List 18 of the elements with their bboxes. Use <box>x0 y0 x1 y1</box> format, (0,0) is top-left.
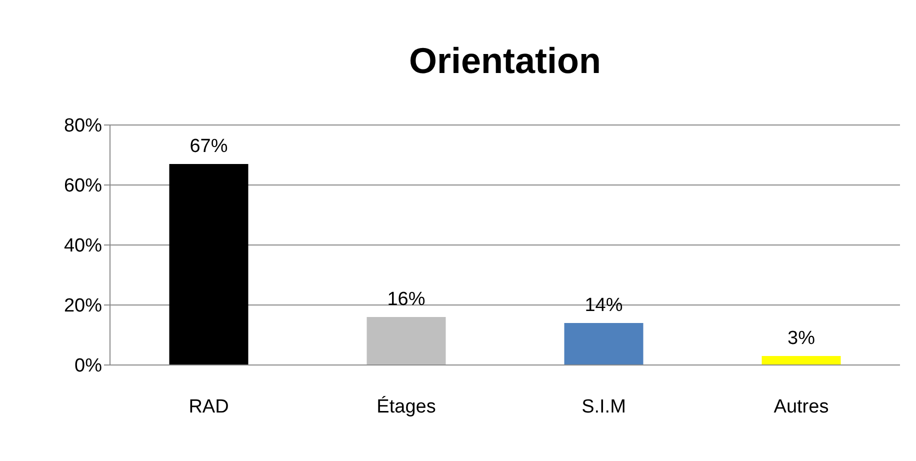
y-tick-label: 0% <box>74 356 102 377</box>
bar <box>762 356 841 365</box>
data-label: 67% <box>190 136 228 157</box>
x-tick-label: Étages <box>376 395 436 418</box>
y-tick-label: 40% <box>64 236 102 257</box>
chart-title: Orientation <box>408 40 602 82</box>
data-label: 16% <box>387 289 426 310</box>
x-tick-label: Autres <box>774 396 829 418</box>
bar <box>169 164 248 365</box>
x-tick-label: RAD <box>188 396 229 418</box>
y-tick-label: 80% <box>64 116 102 137</box>
data-label: 14% <box>584 295 623 316</box>
y-tick-label: 20% <box>64 296 102 317</box>
bar <box>366 317 446 365</box>
x-tick-label: S.I.M <box>582 396 626 418</box>
data-label: 3% <box>788 328 816 349</box>
y-tick-label: 60% <box>64 176 102 197</box>
bar <box>564 323 644 365</box>
